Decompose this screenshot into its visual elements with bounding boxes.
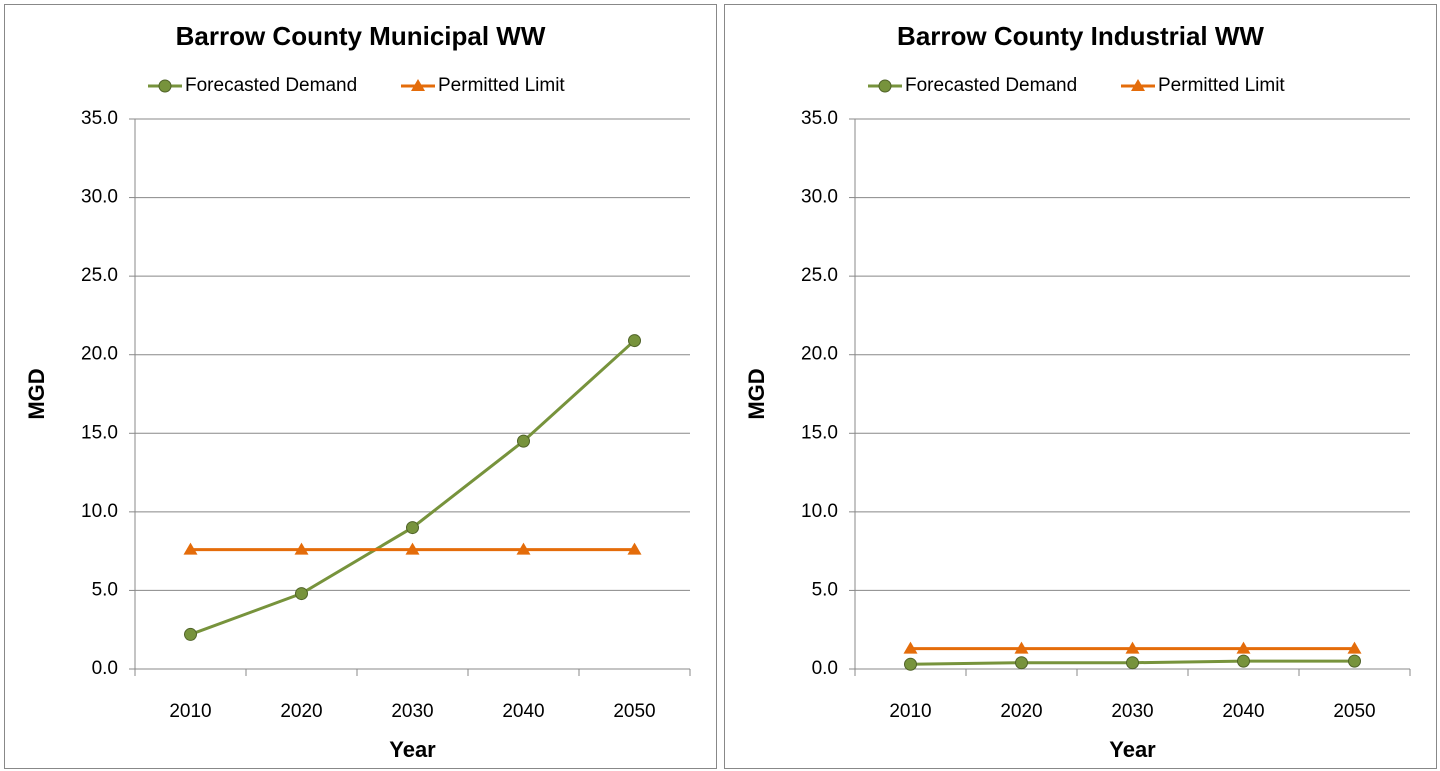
y-tick-label: 30.0 (81, 187, 118, 208)
x-tick-label: 2010 (889, 701, 931, 722)
legend-marker (878, 79, 892, 93)
y-tick-label: 15.0 (801, 422, 838, 443)
x-tick-label: 2040 (502, 701, 544, 722)
x-tick-label: 2030 (1111, 701, 1153, 722)
y-axis-label: MGD (744, 368, 769, 419)
x-axis-label: Year (1109, 737, 1156, 762)
y-tick-label: 20.0 (81, 344, 118, 365)
y-tick-label: 35.0 (801, 108, 838, 129)
legend-label: Permitted Limit (438, 75, 565, 96)
marker (1236, 641, 1251, 654)
legend-marker (1131, 79, 1145, 91)
marker (294, 542, 309, 555)
legend-marker (158, 79, 172, 93)
y-tick-label: 20.0 (801, 344, 838, 365)
y-tick-label: 0.0 (92, 658, 118, 679)
marker (406, 521, 419, 535)
marker (1125, 641, 1140, 654)
marker (1015, 656, 1028, 670)
marker (1348, 654, 1361, 668)
y-tick-label: 0.0 (812, 658, 838, 679)
legend-label: Forecasted Demand (905, 75, 1077, 96)
x-tick-label: 2030 (391, 701, 433, 722)
y-tick-label: 5.0 (92, 579, 118, 600)
x-axis-label: Year (389, 737, 436, 762)
legend-marker (411, 79, 425, 91)
legend-label: Forecasted Demand (185, 75, 357, 96)
marker (295, 587, 308, 601)
y-tick-label: 25.0 (801, 265, 838, 286)
marker (904, 657, 917, 671)
x-tick-label: 2010 (169, 701, 211, 722)
y-axis-label: MGD (24, 368, 49, 419)
marker (183, 542, 198, 555)
marker (628, 334, 641, 348)
y-tick-label: 25.0 (81, 265, 118, 286)
y-tick-label: 10.0 (801, 501, 838, 522)
marker (516, 542, 531, 555)
marker (1347, 641, 1362, 654)
y-tick-label: 5.0 (812, 579, 838, 600)
panel-frame (724, 4, 1437, 769)
marker (903, 641, 918, 654)
y-tick-label: 30.0 (801, 187, 838, 208)
panel-frame (4, 4, 717, 769)
x-tick-label: 2020 (280, 701, 322, 722)
marker (405, 542, 420, 555)
chart-title: Barrow County Municipal WW (176, 21, 546, 51)
x-tick-label: 2050 (1333, 701, 1375, 722)
x-tick-label: 2040 (1222, 701, 1264, 722)
y-tick-label: 10.0 (81, 501, 118, 522)
marker (1237, 654, 1250, 668)
y-tick-label: 35.0 (81, 108, 118, 129)
marker (1014, 641, 1029, 654)
legend-label: Permitted Limit (1158, 75, 1285, 96)
y-tick-label: 15.0 (81, 422, 118, 443)
marker (184, 627, 197, 641)
chart-title: Barrow County Industrial WW (897, 21, 1264, 51)
marker (517, 434, 530, 448)
marker (627, 542, 642, 555)
marker (1126, 656, 1139, 670)
x-tick-label: 2050 (613, 701, 655, 722)
x-tick-label: 2020 (1000, 701, 1042, 722)
